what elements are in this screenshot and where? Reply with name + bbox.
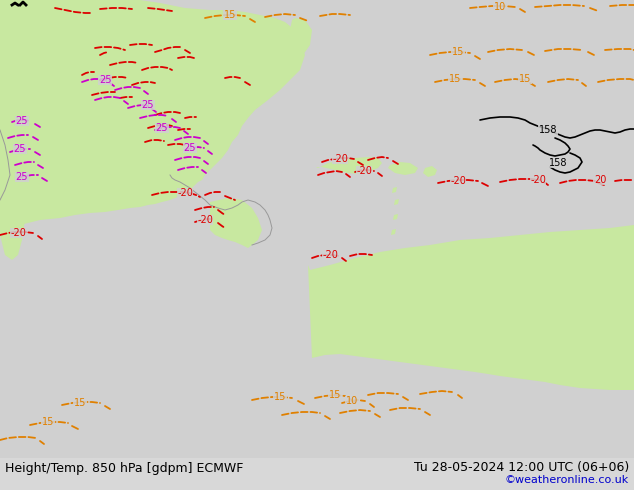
Polygon shape xyxy=(393,214,398,220)
Polygon shape xyxy=(0,0,305,235)
Text: 20: 20 xyxy=(594,175,606,185)
Text: 15: 15 xyxy=(519,74,531,84)
Text: ©weatheronline.co.uk: ©weatheronline.co.uk xyxy=(505,475,629,485)
Polygon shape xyxy=(210,198,262,248)
Text: 25: 25 xyxy=(16,116,29,126)
Text: 15: 15 xyxy=(274,392,286,402)
Text: 10: 10 xyxy=(346,396,358,406)
Polygon shape xyxy=(290,18,312,55)
Text: 158: 158 xyxy=(549,158,567,168)
Text: 25: 25 xyxy=(142,100,154,110)
Polygon shape xyxy=(394,199,399,205)
Text: 15: 15 xyxy=(452,47,464,57)
Polygon shape xyxy=(388,162,418,175)
Text: 15: 15 xyxy=(449,74,461,84)
Polygon shape xyxy=(316,157,382,174)
Polygon shape xyxy=(0,170,25,260)
Text: -20: -20 xyxy=(356,166,372,176)
Polygon shape xyxy=(391,229,396,235)
Text: -20: -20 xyxy=(332,154,348,164)
Polygon shape xyxy=(423,166,437,177)
Text: -20: -20 xyxy=(177,188,193,198)
Bar xyxy=(0,458,634,490)
Text: 25: 25 xyxy=(156,123,168,133)
Polygon shape xyxy=(308,225,634,390)
Text: 15: 15 xyxy=(74,398,86,408)
Text: Height/Temp. 850 hPa [gdpm] ECMWF: Height/Temp. 850 hPa [gdpm] ECMWF xyxy=(5,462,243,474)
Text: 25: 25 xyxy=(14,144,26,154)
Text: -20: -20 xyxy=(450,176,466,186)
Text: -20: -20 xyxy=(322,250,338,260)
Text: 10: 10 xyxy=(494,2,506,12)
Text: 15: 15 xyxy=(224,10,236,20)
Text: 15: 15 xyxy=(329,390,341,400)
Text: -20: -20 xyxy=(197,215,213,225)
Text: 15: 15 xyxy=(42,417,54,427)
Text: 25: 25 xyxy=(16,172,29,182)
Text: -20: -20 xyxy=(530,175,546,185)
Text: Tu 28-05-2024 12:00 UTC (06+06): Tu 28-05-2024 12:00 UTC (06+06) xyxy=(414,461,629,473)
Text: -20: -20 xyxy=(10,228,26,238)
Text: 25: 25 xyxy=(184,143,197,153)
Text: 25: 25 xyxy=(99,75,111,85)
Text: 158: 158 xyxy=(539,125,557,135)
Polygon shape xyxy=(392,187,397,193)
